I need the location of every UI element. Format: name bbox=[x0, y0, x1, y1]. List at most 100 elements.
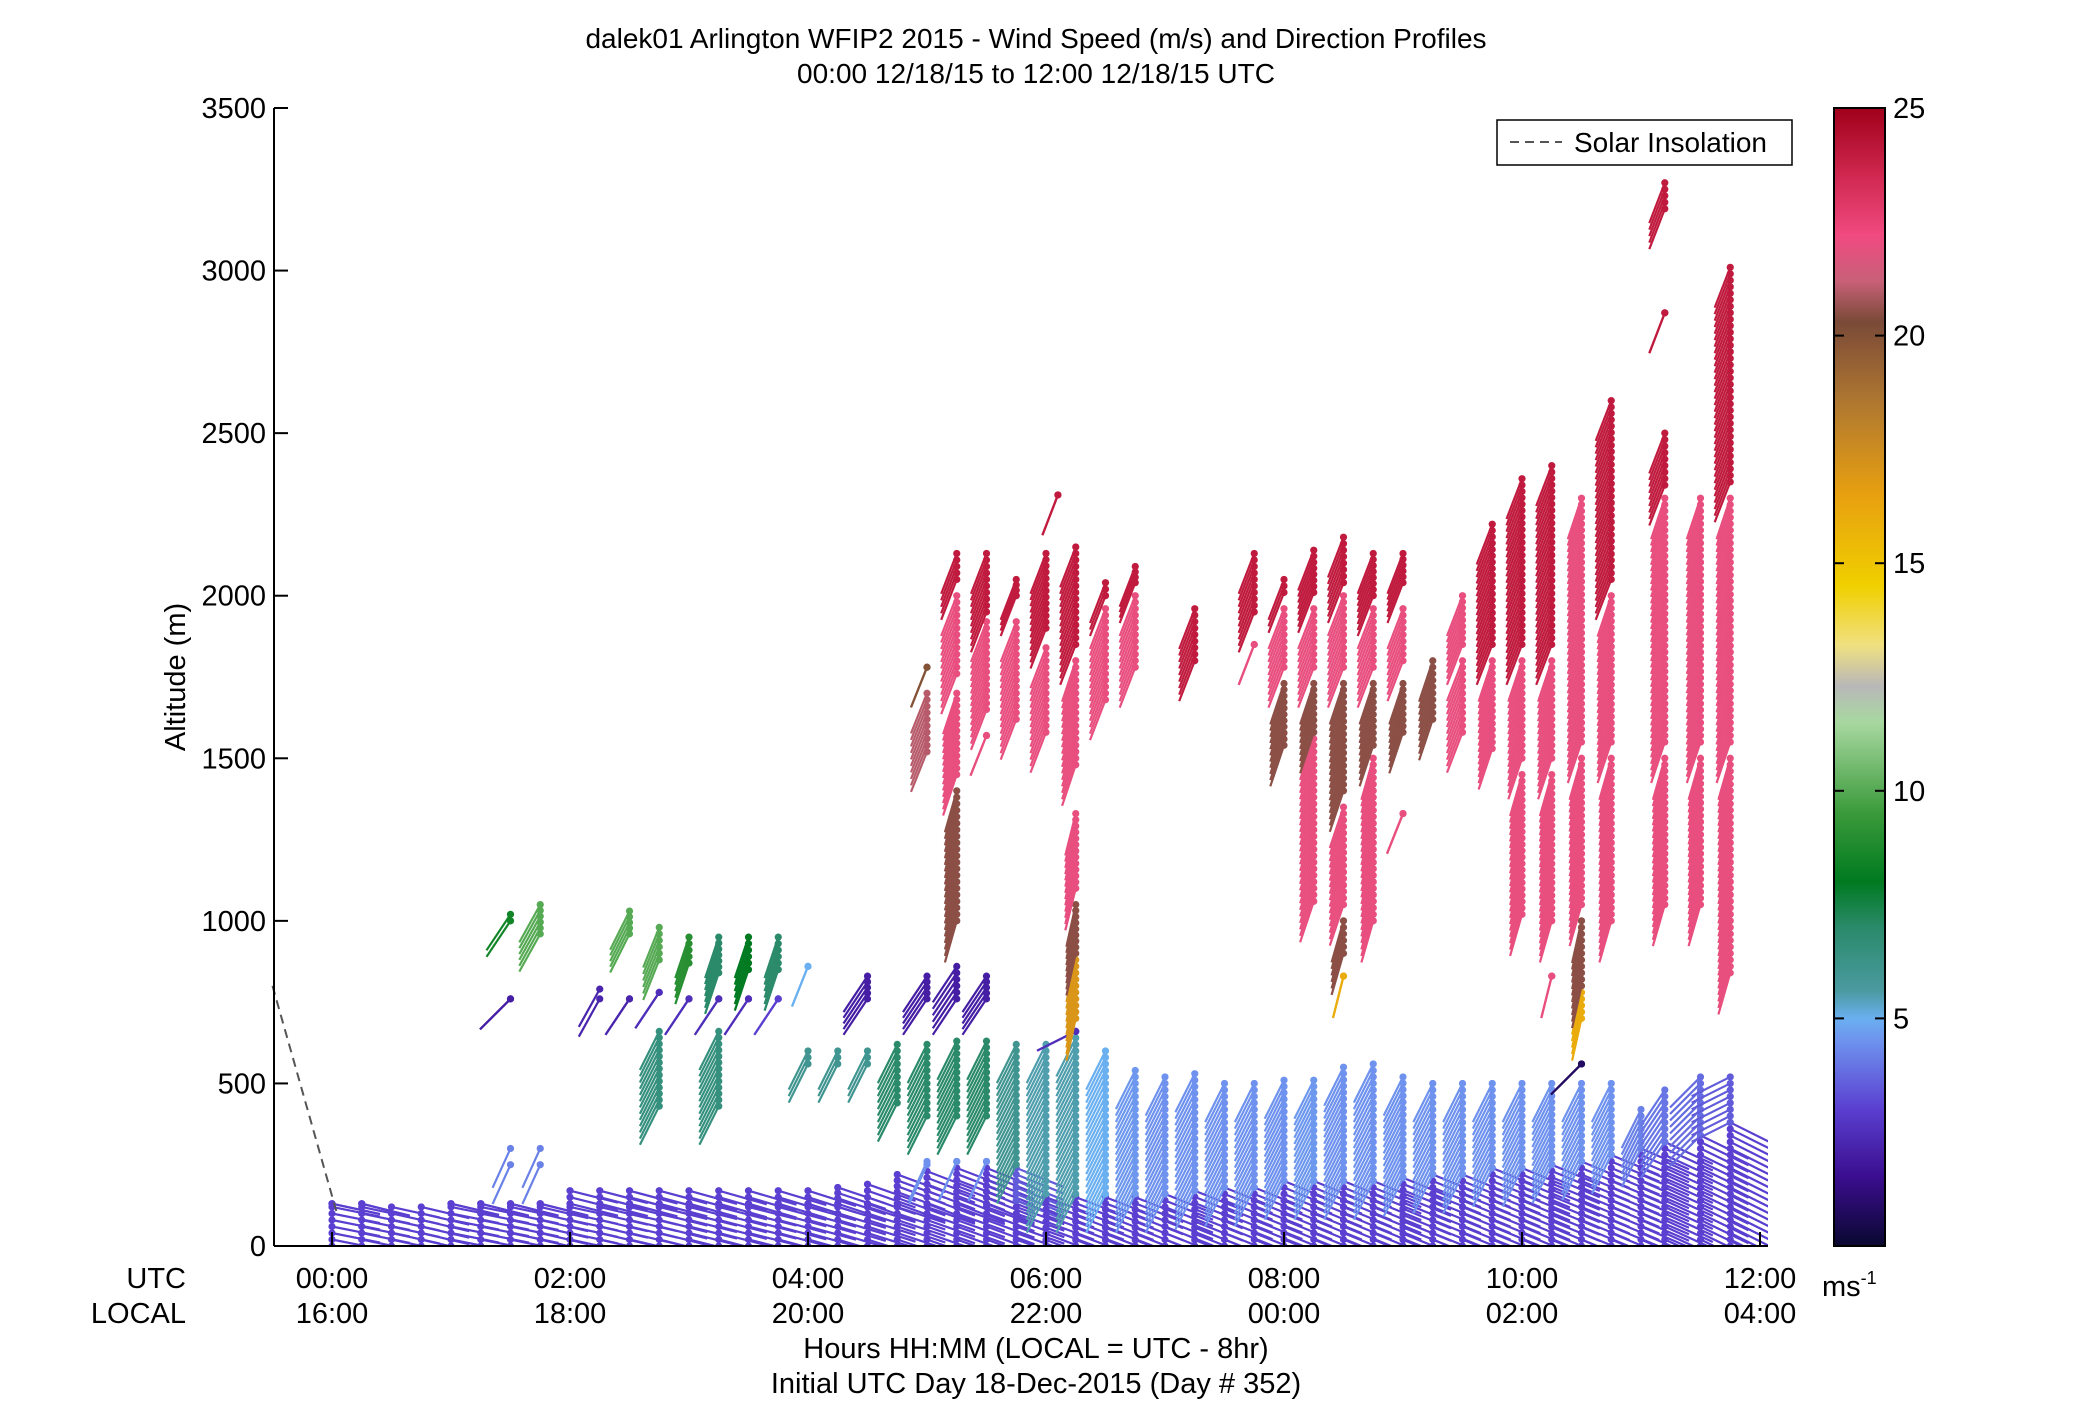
wind-barb-shaft bbox=[1385, 813, 1405, 855]
wind-barb-point bbox=[1548, 1236, 1556, 1244]
wind-barb-shaft bbox=[956, 1244, 961, 1246]
wind-barb-shaft bbox=[1418, 692, 1434, 735]
wind-barb-shaft bbox=[1561, 1134, 1583, 1175]
wind-barb-point bbox=[982, 1209, 991, 1218]
wind-barb-shaft bbox=[1594, 553, 1613, 595]
wind-barb-shaft bbox=[1233, 1089, 1256, 1130]
wind-barb-shaft bbox=[1537, 660, 1553, 703]
wind-barb-point bbox=[596, 1229, 604, 1237]
wind-barb-shaft bbox=[1691, 1108, 1731, 1130]
wind-barb-shaft bbox=[1687, 796, 1702, 839]
wind-barb-shaft bbox=[1505, 535, 1524, 577]
wind-barb-shaft bbox=[1299, 829, 1315, 872]
wind-barb-shaft bbox=[1445, 619, 1464, 661]
wind-barb-shaft bbox=[1061, 673, 1077, 716]
wind-barb-point bbox=[1696, 1209, 1705, 1218]
wind-barb-point bbox=[1661, 494, 1669, 502]
wind-barb-shaft bbox=[748, 1189, 797, 1206]
wind-barb-point bbox=[625, 1200, 634, 1208]
wind-barb-shaft bbox=[1174, 1183, 1196, 1224]
wind-barb-point bbox=[1310, 605, 1318, 613]
wind-barb-point bbox=[804, 1193, 812, 1201]
wind-barb-shaft bbox=[1568, 834, 1583, 877]
wind-barb-shaft bbox=[1651, 834, 1666, 877]
wind-barb-shaft bbox=[1313, 1238, 1333, 1246]
wind-barb-shaft bbox=[867, 1238, 892, 1246]
wind-barb-shaft bbox=[1535, 535, 1553, 577]
wind-barb-shaft bbox=[1445, 613, 1464, 655]
wind-barb-shaft bbox=[1505, 599, 1524, 641]
wind-barb-shaft bbox=[1174, 1125, 1196, 1165]
wind-barb-point bbox=[1339, 1190, 1348, 1198]
wind-barb-shaft bbox=[1620, 1115, 1642, 1156]
wind-barb-shaft bbox=[1328, 839, 1345, 881]
wind-barb-shaft bbox=[940, 640, 958, 682]
wind-barb-shaft bbox=[1650, 728, 1666, 771]
wind-barb-shaft bbox=[867, 1189, 916, 1209]
wind-barb-point bbox=[1696, 1177, 1705, 1185]
wind-barb-shaft bbox=[1685, 568, 1702, 611]
wind-barb-shaft bbox=[999, 647, 1018, 689]
wind-barb-shaft bbox=[1715, 735, 1732, 777]
wind-barb-shaft bbox=[1144, 1115, 1166, 1156]
wind-barb-shaft bbox=[1088, 621, 1107, 663]
wind-barb-point bbox=[1012, 1209, 1020, 1218]
wind-barb-shaft bbox=[599, 1202, 649, 1218]
wind-barb-point bbox=[1131, 562, 1139, 571]
wind-barb-shaft bbox=[1237, 605, 1256, 647]
wind-barb-shaft bbox=[807, 1212, 857, 1228]
wind-barb-shaft bbox=[1596, 601, 1613, 644]
wind-barb-shaft bbox=[1650, 683, 1666, 726]
wind-barb-shaft bbox=[1360, 901, 1375, 944]
wind-barb-shaft bbox=[1105, 1232, 1141, 1246]
wind-barb-shaft bbox=[956, 1212, 1006, 1232]
wind-barb-shaft bbox=[1505, 503, 1524, 545]
wind-barb-shaft bbox=[943, 914, 958, 957]
wind-barb-shaft bbox=[1356, 559, 1375, 601]
wind-barb-shaft bbox=[1194, 1238, 1214, 1246]
wind-barb-shaft bbox=[1144, 1173, 1166, 1214]
wind-barb-shaft bbox=[1537, 686, 1553, 729]
wind-barb-point bbox=[625, 1222, 634, 1231]
wind-barb-shaft bbox=[1059, 572, 1077, 614]
wind-barb-shaft bbox=[1269, 689, 1286, 732]
wind-barb-shaft bbox=[1538, 812, 1553, 855]
wind-barb-shaft bbox=[1509, 907, 1524, 950]
wind-barb-point bbox=[536, 1235, 544, 1244]
wind-barb-shaft bbox=[1025, 1186, 1047, 1227]
wind-barb-shaft bbox=[733, 962, 750, 1005]
wind-barb-shaft bbox=[698, 1037, 720, 1077]
wind-barb-shaft bbox=[942, 736, 958, 779]
wind-barb-point bbox=[1661, 1177, 1669, 1185]
wind-barb-shaft bbox=[1297, 666, 1315, 708]
wind-barb-shaft bbox=[1328, 702, 1345, 744]
wind-barb-point bbox=[1577, 494, 1586, 502]
wind-barb-shaft bbox=[1537, 725, 1553, 768]
wind-barb-shaft bbox=[837, 1231, 885, 1246]
wind-barb-point bbox=[953, 1222, 961, 1231]
wind-barb-shaft bbox=[1685, 741, 1702, 784]
wind-barb-shaft bbox=[1537, 757, 1553, 800]
wind-barb-shaft bbox=[1566, 600, 1583, 643]
wind-barb-shaft bbox=[1343, 1231, 1379, 1246]
wind-barb-shaft bbox=[1299, 822, 1315, 865]
wind-barb-shaft bbox=[1267, 627, 1286, 669]
wind-barb-shaft bbox=[1505, 491, 1524, 533]
wind-barb-shaft bbox=[1059, 644, 1077, 686]
wind-barb-shaft bbox=[1065, 928, 1077, 972]
wind-barb-shaft bbox=[763, 936, 780, 979]
wind-barb-point bbox=[1661, 1222, 1669, 1231]
wind-barb-shaft bbox=[1538, 825, 1553, 868]
wind-barb-shaft bbox=[1075, 1232, 1112, 1246]
wind-barb-shaft bbox=[1204, 1082, 1226, 1123]
wind-barb-point bbox=[863, 1187, 872, 1195]
wind-barb-point bbox=[1310, 1076, 1318, 1084]
wind-barb-shaft bbox=[1114, 1128, 1137, 1169]
wind-barb-point bbox=[893, 1200, 901, 1208]
wind-barb-shaft bbox=[1713, 422, 1732, 465]
wind-barb-point bbox=[1726, 1157, 1734, 1166]
wind-barb-shaft bbox=[1326, 627, 1345, 669]
wind-barb-shaft bbox=[1691, 1095, 1731, 1117]
wind-barb-shaft bbox=[1729, 1134, 1768, 1156]
wind-barb-shaft bbox=[969, 702, 988, 744]
